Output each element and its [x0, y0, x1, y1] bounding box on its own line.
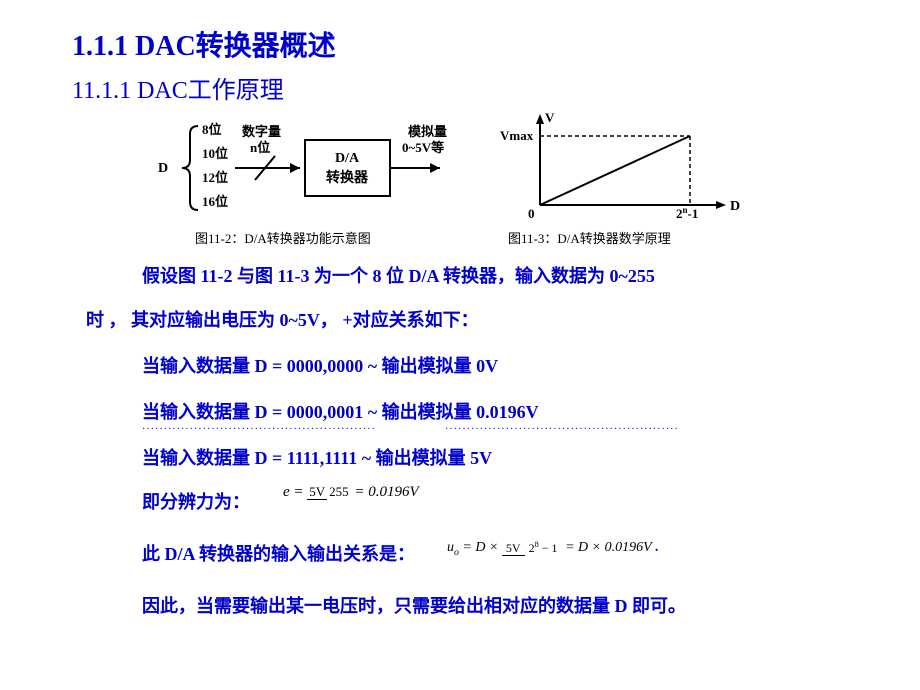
- bit-10: 10位: [202, 146, 228, 161]
- d-axis-label: D: [730, 199, 740, 214]
- paragraph-2: 时 ， 其对应输出电压为 0~5V， +对应关系如下：: [86, 306, 886, 335]
- arrow-head: [290, 163, 300, 173]
- sub-title: 11.1.1 DAC工作原理: [72, 70, 284, 105]
- d-label: D: [158, 161, 168, 176]
- dots-1: ········································…: [142, 424, 376, 435]
- caption-right: 图11-3：D/A转换器数学原理: [508, 228, 671, 247]
- xend: 2n-1: [676, 205, 698, 221]
- paragraph-3: 当输入数据量 D = 0000,0000 ~ 输出模拟量 0V: [142, 352, 498, 381]
- paragraph-1: 假设图 11-2 与图 11-3 为一个 8 位 D/A 转换器，输入数据为 0…: [142, 262, 882, 291]
- paragraph-7: 此 D/A 转换器的输入输出关系是：: [142, 540, 415, 569]
- graph-group: V Vmax 0 2n-1 D: [500, 110, 740, 221]
- diagonal-line: [540, 136, 690, 205]
- vmax-label: Vmax: [500, 128, 534, 143]
- analog-bot: 0~5V等: [402, 140, 444, 155]
- formula-resolution: e = 5V255 = 0.0196V: [283, 484, 419, 501]
- x-arrow: [716, 201, 726, 209]
- formula-io: uo = D × 5V28 − 1 = D × 0.0196V .: [447, 540, 658, 558]
- dots-2: ········································…: [445, 424, 679, 435]
- bracket-icon: [182, 126, 198, 210]
- bit-12: 12位: [202, 170, 228, 185]
- analog-top: 模拟量: [408, 124, 447, 139]
- main-title: 1.1.1 DAC转换器概述: [72, 24, 336, 64]
- caption-left: 图11-2：D/A转换器功能示意图: [195, 228, 371, 247]
- paragraph-6: 即分辨力为：: [142, 488, 250, 517]
- block-top: D/A: [335, 151, 360, 166]
- diagram-container: D 8位 10位 12位 16位 数字量 n位 D/A 转换器 模拟量 0~5V…: [140, 110, 820, 230]
- diagrams-svg: D 8位 10位 12位 16位 数字量 n位 D/A 转换器 模拟量 0~5V…: [140, 110, 820, 230]
- digit-label: 数字量: [242, 124, 281, 139]
- origin-label: 0: [528, 206, 535, 221]
- v-label: V: [545, 110, 555, 125]
- bit-8: 8位: [202, 122, 222, 137]
- n-label: n位: [250, 140, 270, 155]
- da-block: [305, 140, 390, 196]
- paragraph-8: 因此，当需要输出某一电压时，只需要给出相对应的数据量 D 即可。: [142, 592, 882, 621]
- paragraph-4: 当输入数据量 D = 0000,0001 ~ 输出模拟量 0.0196V: [142, 398, 539, 427]
- paragraph-5: 当输入数据量 D = 1111,1111 ~ 输出模拟量 5V: [142, 444, 492, 473]
- bit-16: 16位: [202, 194, 228, 209]
- y-arrow: [536, 114, 544, 124]
- block-bot: 转换器: [326, 169, 369, 186]
- out-arrow-head: [430, 163, 440, 173]
